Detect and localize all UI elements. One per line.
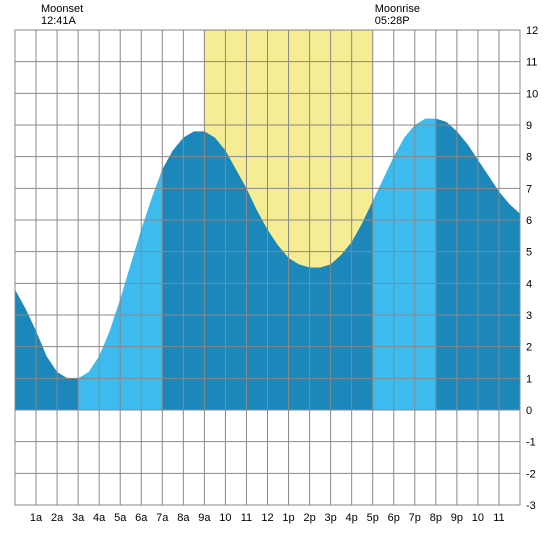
moonrise-title: Moonrise (375, 3, 420, 15)
x-tick-label: 7a (156, 512, 169, 524)
x-tick-label: 12 (261, 512, 273, 524)
y-tick-label: 7 (526, 183, 532, 195)
y-tick-label: 6 (526, 215, 532, 227)
x-tick-label: 9p (451, 512, 463, 524)
moonset-title: Moonset (41, 3, 83, 15)
x-tick-label: 5a (114, 512, 127, 524)
x-tick-label: 3a (72, 512, 85, 524)
x-tick-label: 9a (198, 512, 211, 524)
moonrise-time: 05:28P (375, 15, 410, 27)
y-tick-label: 8 (526, 152, 532, 164)
y-tick-label: -2 (526, 468, 536, 480)
y-tick-label: 3 (526, 310, 532, 322)
x-tick-label: 8p (430, 512, 442, 524)
x-tick-label: 5p (367, 512, 379, 524)
y-tick-label: 11 (526, 57, 537, 69)
x-tick-label: 4p (346, 512, 358, 524)
y-tick-label: 1 (526, 373, 532, 385)
x-tick-label: 1p (282, 512, 294, 524)
x-tick-label: 4a (93, 512, 106, 524)
x-tick-label: 1a (30, 512, 43, 524)
x-tick-label: 6p (388, 512, 400, 524)
x-tick-label: 11 (241, 512, 252, 524)
x-tick-label: 3p (325, 512, 337, 524)
x-tick-label: 2p (303, 512, 315, 524)
x-tick-label: 10 (219, 512, 231, 524)
y-tick-label: -3 (526, 500, 536, 512)
moonset-time: 12:41A (41, 15, 77, 27)
y-tick-label: 5 (526, 247, 532, 259)
x-tick-label: 2a (51, 512, 64, 524)
x-tick-label: 11 (493, 512, 504, 524)
x-tick-label: 10 (472, 512, 484, 524)
tide-chart: -3-2-101234567891011121a2a3a4a5a6a7a8a9a… (0, 0, 550, 550)
y-tick-label: 10 (526, 88, 538, 100)
y-tick-label: 12 (526, 25, 538, 37)
x-tick-label: 6a (135, 512, 148, 524)
x-tick-label: 8a (177, 512, 190, 524)
y-tick-label: 2 (526, 342, 532, 354)
y-tick-label: 4 (526, 278, 532, 290)
x-tick-label: 7p (409, 512, 421, 524)
y-tick-label: 0 (526, 405, 532, 417)
chart-svg: -3-2-101234567891011121a2a3a4a5a6a7a8a9a… (0, 0, 550, 550)
y-tick-label: 9 (526, 120, 532, 132)
y-tick-label: -1 (526, 437, 536, 449)
